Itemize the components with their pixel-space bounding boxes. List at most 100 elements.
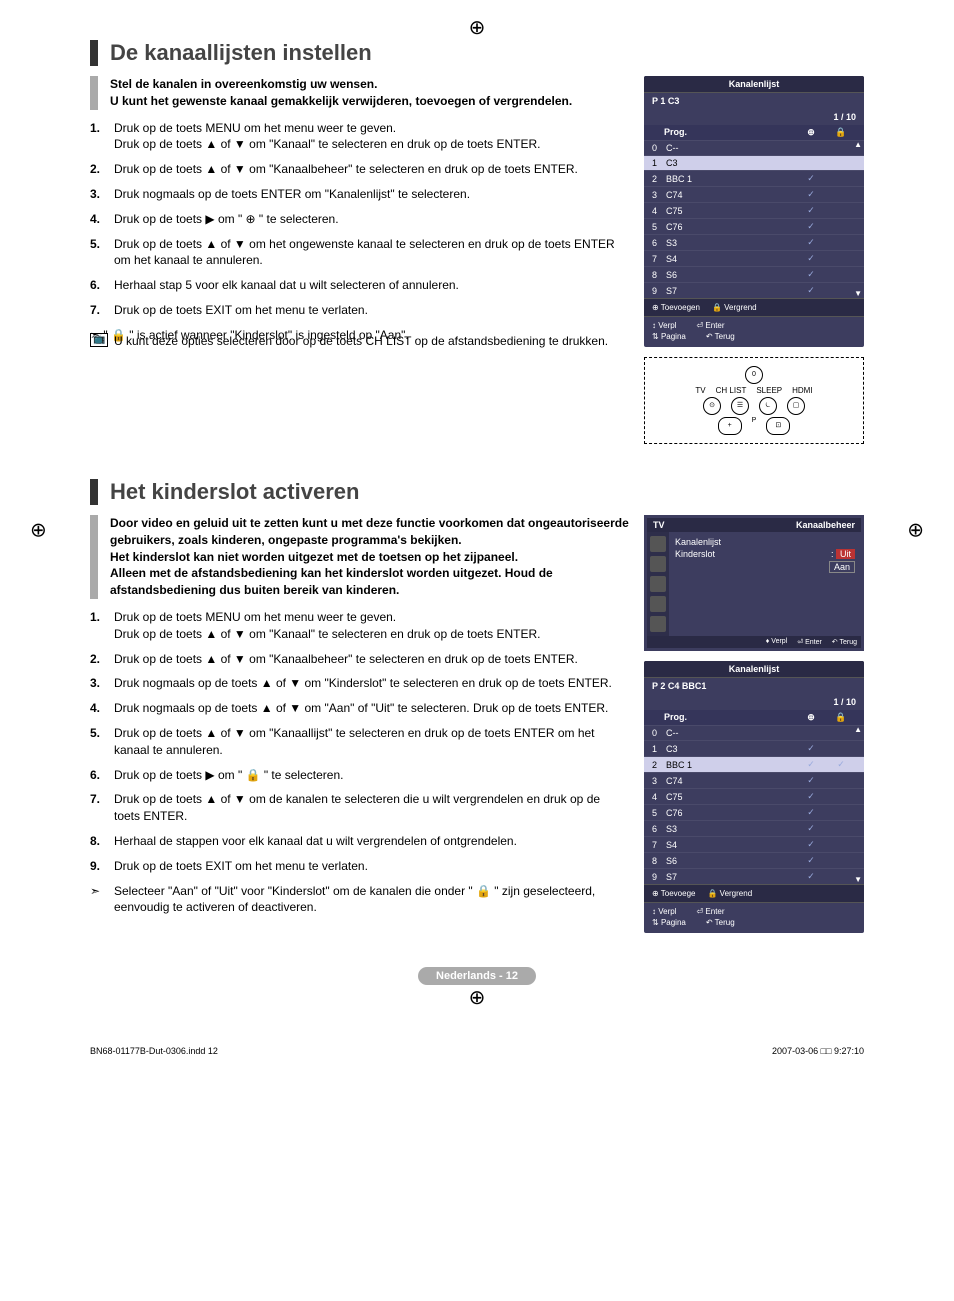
channel-row: 9S7✓ <box>644 868 864 884</box>
row-name: S3 <box>666 238 796 248</box>
channel-row: 4C75✓ <box>644 202 864 218</box>
row-name: C76 <box>666 222 796 232</box>
footer-page: ⇅ Pagina <box>652 918 686 927</box>
channel-row: 1C3✓ <box>644 740 864 756</box>
channel-row: 0C-- <box>644 725 864 740</box>
channel-row: 5C76✓ <box>644 804 864 820</box>
footer-return: ↶ Terug <box>706 918 735 927</box>
plus-icon: ⊕ <box>796 712 826 723</box>
channel-row: 2BBC 1✓✓ <box>644 756 864 772</box>
row-check: ✓ <box>796 759 826 770</box>
s1-step-2: Druk op de toets ▲ of ▼ om "Kanaalbeheer… <box>114 162 578 176</box>
plus-icon: ⊕ <box>796 127 826 138</box>
row-check: ✓ <box>796 253 826 264</box>
tvmenu-item-option-aan: Aan <box>675 560 855 574</box>
channel-row: 1C3 <box>644 155 864 170</box>
footer-enter: ⏎ Enter <box>696 907 724 916</box>
row-index: 1 <box>652 744 666 754</box>
section2-title: Het kinderslot activeren <box>110 479 864 505</box>
row-index: 0 <box>652 143 666 153</box>
row-check: ✓ <box>796 791 826 802</box>
lock-icon: 🔒 <box>826 127 856 138</box>
legend-lock: 🔒 Vergrend <box>712 303 757 312</box>
row-index: 2 <box>652 760 666 770</box>
row-index: 7 <box>652 840 666 850</box>
scroll-up-icon: ▲ <box>854 140 862 149</box>
row-index: 5 <box>652 222 666 232</box>
s1-step-4: Druk op de toets ▶ om " ⊕ " te selectere… <box>114 212 339 226</box>
channel-row: 6S3✓ <box>644 820 864 836</box>
remote-label-hdmi: HDMI <box>792 386 812 395</box>
s2-step-2: Druk op de toets ▲ of ▼ om "Kanaalbeheer… <box>114 652 578 666</box>
remote-button-icon: 📺 <box>90 333 108 347</box>
row-name: C3 <box>666 744 796 754</box>
row-name: S3 <box>666 824 796 834</box>
s2-step-9: Druk op de toets EXIT om het menu te ver… <box>114 859 368 873</box>
row-check: ✓ <box>796 839 826 850</box>
row-index: 6 <box>652 824 666 834</box>
row-name: S6 <box>666 270 796 280</box>
section-title-bar: De kanaallijsten instellen <box>90 40 864 66</box>
tvmenu-title: Kanaalbeheer <box>796 520 855 530</box>
row-check: ✓ <box>796 775 826 786</box>
channel-row: 8S6✓ <box>644 266 864 282</box>
row-check: ✓ <box>796 205 826 216</box>
scroll-up-icon: ▲ <box>854 725 862 734</box>
row-lock: ✓ <box>826 759 856 770</box>
s2-note1-text: Selecteer "Aan" of "Uit" voor "Kinderslo… <box>114 884 595 915</box>
section2-steps: 1.Druk op de toets MENU om het menu weer… <box>90 609 629 875</box>
footer-enter: ⏎ Enter <box>696 321 724 330</box>
s2-note-1: ➣ Selecteer "Aan" of "Uit" voor "Kinders… <box>90 883 629 917</box>
osd1-legend: ⊕ Toevoegen 🔒 Vergrend <box>644 298 864 316</box>
menu-icon <box>650 536 666 552</box>
row-name: C-- <box>666 143 796 153</box>
remote-btn: ⊙ <box>703 397 721 415</box>
remote-control-diagram: 0 TV CH LIST SLEEP HDMI ⊙ ☰ ⏾ ▢ + <box>644 357 864 444</box>
legend-add: ⊕ Toevoegen <box>652 303 700 312</box>
scroll-down-icon: ▼ <box>854 289 862 298</box>
osd2-header: Prog. ⊕ 🔒 <box>644 710 864 725</box>
remote-label-chlist: CH LIST <box>716 386 747 395</box>
menu-icon <box>650 576 666 592</box>
remote-btn: + <box>718 417 742 435</box>
lock-icon: 🔒 <box>826 712 856 723</box>
s1-step-6: Herhaal stap 5 voor elk kanaal dat u wil… <box>114 278 459 292</box>
osd1-rows-container: ▲ 0C--1C32BBC 1✓3C74✓4C75✓5C76✓6S3✓7S4✓8… <box>644 140 864 298</box>
osd1-page: 1 / 10 <box>833 112 856 122</box>
channel-row: 4C75✓ <box>644 788 864 804</box>
remote-label-tv: TV <box>695 386 705 395</box>
scroll-down-icon: ▼ <box>854 875 862 884</box>
remote-btn: ☰ <box>731 397 749 415</box>
section1-steps: 1.Druk op de toets MENU om het menu weer… <box>90 120 629 319</box>
menu-icon <box>650 616 666 632</box>
row-name: C75 <box>666 206 796 216</box>
row-name: C74 <box>666 776 796 786</box>
legend-add: ⊕ Toevoege <box>652 889 695 898</box>
section2-body: Door video en geluid uit te zetten kunt … <box>90 515 629 943</box>
osd2-current: P 2 C4 BBC1 <box>652 681 706 691</box>
remote-btn: ▢ <box>787 397 805 415</box>
s2-step-6: Druk op de toets ▶ om " 🔒 " te selectere… <box>114 768 343 782</box>
channel-row: 0C-- <box>644 140 864 155</box>
tvmenu-sidebar-icons <box>647 532 669 636</box>
row-index: 7 <box>652 254 666 264</box>
s1-note2-text: U kunt deze opties selecteren door op de… <box>114 334 608 348</box>
section1-title: De kanaallijsten instellen <box>110 40 864 66</box>
s2-step-3: Druk nogmaals op de toets ▲ of ▼ om "Kin… <box>114 676 612 690</box>
osd2-rows-container: ▲ 0C--1C3✓2BBC 1✓✓3C74✓4C75✓5C76✓6S3✓7S4… <box>644 725 864 884</box>
row-index: 1 <box>652 158 666 168</box>
osd2-footer: ↕ Verpl ⏎ Enter ⇅ Pagina ↶ Terug <box>644 902 864 933</box>
row-index: 4 <box>652 206 666 216</box>
row-index: 4 <box>652 792 666 802</box>
osd1-current: P 1 C3 <box>652 96 679 106</box>
row-index: 5 <box>652 808 666 818</box>
osd-channel-list-1: Kanalenlijst P 1 C3 1 / 10 Prog. ⊕ 🔒 ▲ <box>644 76 864 347</box>
row-index: 3 <box>652 776 666 786</box>
print-doc-id: BN68-01177B-Dut-0306.indd 12 <box>90 1046 218 1056</box>
s1-note-2: 📺 U kunt deze opties selecteren door op … <box>90 333 629 350</box>
tvmenu-item-kinderslot: Kinderslot : Uit <box>675 548 855 560</box>
osd2-col-prog: Prog. <box>652 712 796 723</box>
row-name: S7 <box>666 286 796 296</box>
print-footer: BN68-01177B-Dut-0306.indd 12 2007-03-06 … <box>0 1042 954 1060</box>
s2-step-4: Druk nogmaals op de toets ▲ of ▼ om "Aan… <box>114 701 608 715</box>
